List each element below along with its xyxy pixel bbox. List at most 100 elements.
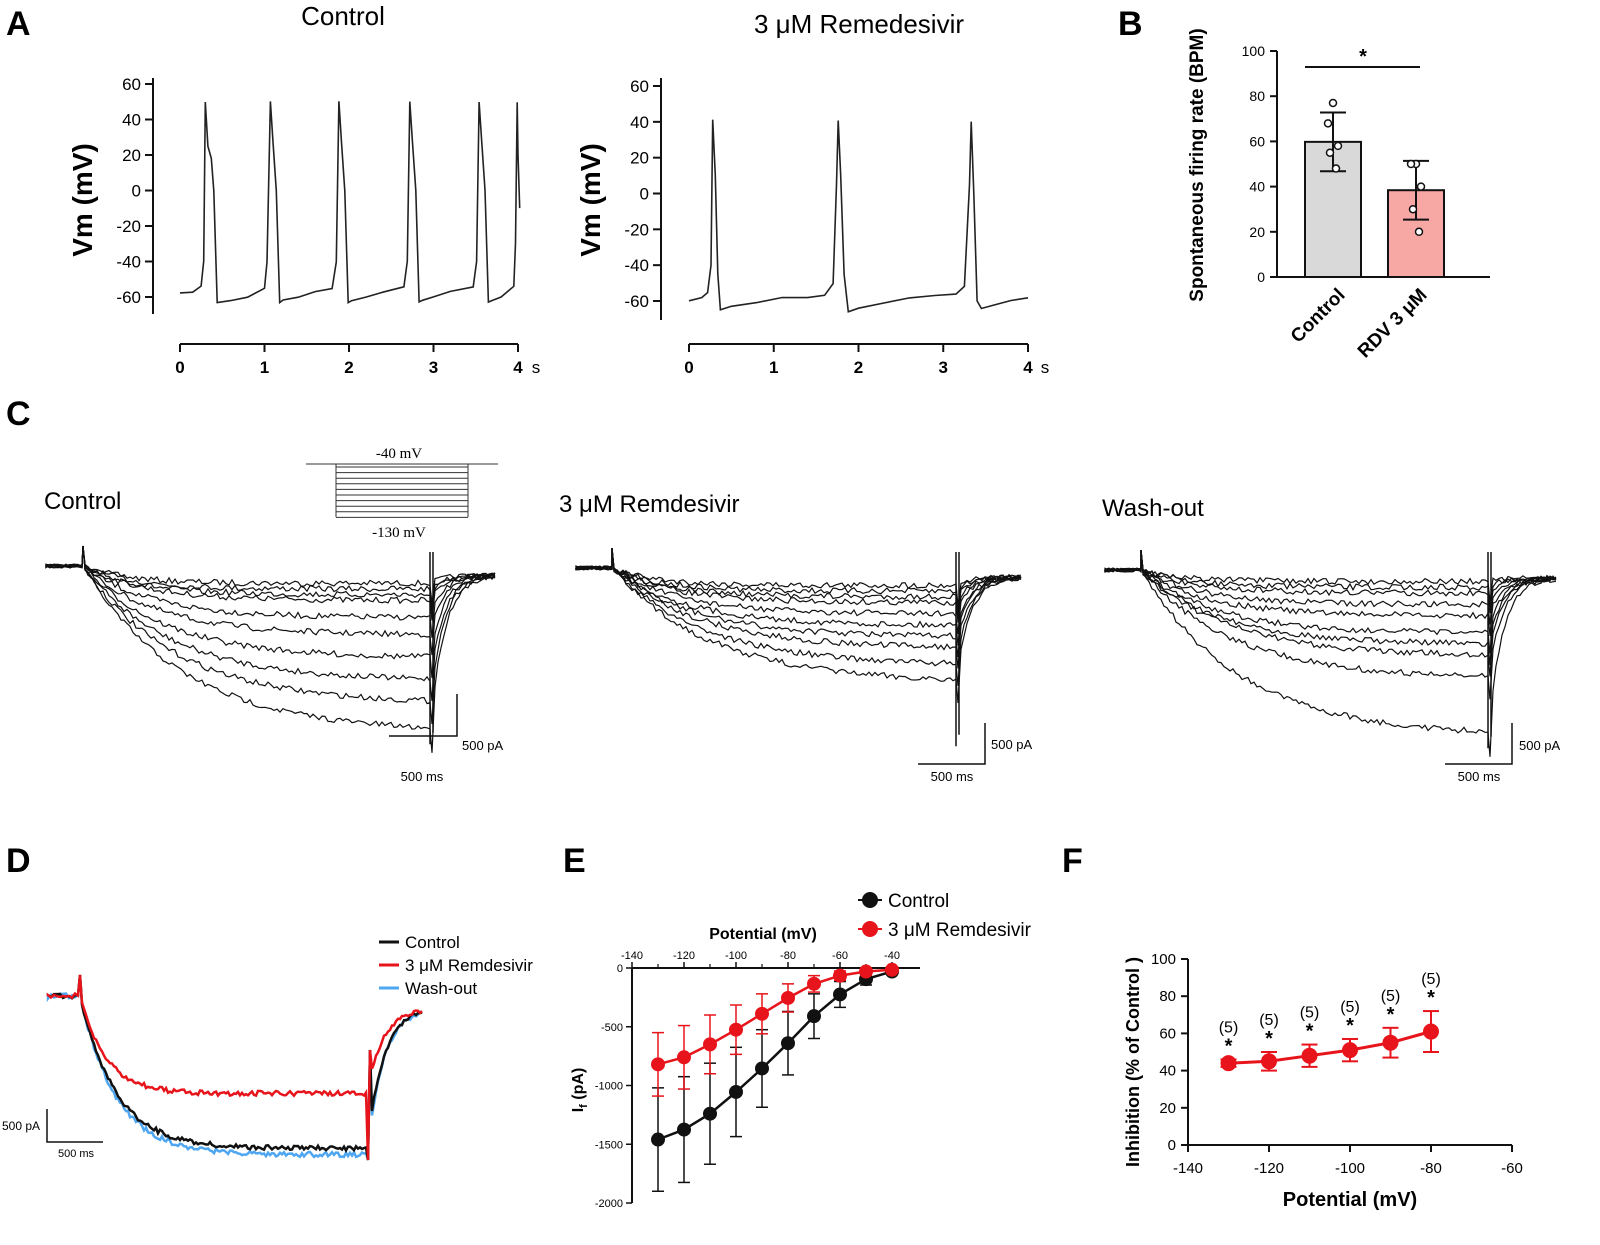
xtick-label: 1 xyxy=(769,358,778,377)
panel-e-legend-rdv: 3 μM Remdesivir xyxy=(888,920,1032,941)
xtick-label: 3 xyxy=(429,358,438,377)
xtick-label: 2 xyxy=(854,358,863,377)
ytick-label: 60 xyxy=(1159,1025,1176,1042)
data-point xyxy=(807,976,821,991)
panel-c-scale-x-rdv: 500 ms xyxy=(931,769,974,784)
significance-star: * xyxy=(1306,1021,1314,1043)
xtick-label: 0 xyxy=(684,358,693,377)
current-trace xyxy=(1104,549,1557,677)
ytick-label: 0 xyxy=(617,963,623,975)
data-point xyxy=(781,1036,795,1051)
significance-star: * xyxy=(1265,1028,1273,1050)
xtick-label: -100 xyxy=(725,950,747,962)
significance-star: * xyxy=(1225,1035,1233,1057)
panel-e-legend-control: Control xyxy=(888,891,949,912)
ytick-label: 0 xyxy=(1257,269,1265,285)
ytick-label: -60 xyxy=(624,292,649,311)
current-trace xyxy=(45,545,496,656)
panel-c-protocol-min: -130 mV xyxy=(372,525,426,541)
panel-e-legend: Control 3 μM Remdesivir xyxy=(858,891,1032,941)
panel-a-rdv-title: 3 μM Remedesivir xyxy=(754,9,964,39)
significance-star: * xyxy=(1346,1015,1354,1037)
panel-e-iv-chart: Potential (mV) If (pA) -140 -120 -100 -80 -6… xyxy=(570,891,1032,1210)
ytick-label: 40 xyxy=(1159,1063,1176,1080)
panel-c-rdv-traces xyxy=(575,547,1022,747)
data-point xyxy=(755,1006,769,1021)
panel-a-rdv-xunit: s xyxy=(1041,358,1050,377)
trace-3-m-remdesivir xyxy=(46,974,423,1161)
xtick-label: -60 xyxy=(832,950,848,962)
panel-a-rdv-ylabel: Vm (mV) xyxy=(575,143,606,257)
ytick-label: 100 xyxy=(1151,951,1176,968)
current-trace xyxy=(575,547,1022,669)
data-point xyxy=(1406,159,1416,169)
panel-d-legend-washout: Wash-out xyxy=(405,979,477,998)
current-trace xyxy=(575,547,1022,658)
panel-b-significance-star: * xyxy=(1359,46,1367,68)
ytick-label: 60 xyxy=(1249,133,1265,149)
panel-c-scale-y-rdv: 500 pA xyxy=(991,737,1033,752)
xtick-label: 4 xyxy=(513,358,523,377)
data-point xyxy=(1416,182,1426,191)
panel-c-title-rdv: 3 μM Remdesivir xyxy=(559,491,740,518)
panel-c-protocol-inset: -40 mV -130 mV xyxy=(306,446,498,541)
panel-b-category-control: Control xyxy=(1287,285,1350,348)
panel-label-d: D xyxy=(6,842,31,880)
ytick-label: 0 xyxy=(1168,1137,1176,1154)
ytick-label: 20 xyxy=(122,146,141,165)
current-trace xyxy=(575,547,1022,704)
panel-d-scalebar: 500 pA 500 ms xyxy=(2,1109,103,1160)
panel-a-rdv-chart: 3 μM Remedesivir Vm (mV) 6040200-20-40-6… xyxy=(575,9,1049,377)
ytick-label: 0 xyxy=(132,182,141,201)
panel-d-overlay-traces: Control 3 μM Remdesivir Wash-out 500 pA … xyxy=(2,933,533,1161)
data-point xyxy=(1414,227,1424,237)
ytick-label: 80 xyxy=(1249,88,1265,104)
xtick-label: -60 xyxy=(1501,1160,1523,1177)
data-point xyxy=(1342,1042,1358,1059)
xtick-label: -100 xyxy=(1335,1160,1365,1177)
ytick-label: -2000 xyxy=(595,1198,623,1210)
xtick-label: 4 xyxy=(1023,358,1033,377)
data-point xyxy=(703,1106,717,1121)
ytick-label: 20 xyxy=(1249,224,1265,240)
data-point xyxy=(755,1061,769,1076)
ytick-label: 40 xyxy=(122,111,141,130)
data-point xyxy=(729,1022,743,1037)
current-trace xyxy=(45,545,496,638)
panel-f-inhibition-chart: Inhibition (% of Control ) Potential (mV… xyxy=(1123,951,1523,1211)
data-point xyxy=(885,962,899,977)
panel-a-control-ylabel: Vm (mV) xyxy=(67,143,98,257)
data-point xyxy=(651,1057,665,1072)
xtick-label: -120 xyxy=(673,950,695,962)
data-point xyxy=(677,1122,691,1137)
trace-control xyxy=(46,974,423,1161)
panel-b-ylabel: Spontaneous firing rate (BPM) xyxy=(1187,28,1208,301)
panel-label-b: B xyxy=(1118,5,1143,43)
panel-a-control-chart: Control Vm (mV) 60 40 20 0 -20 -40 -60 0 1 2 3 4 s xyxy=(67,1,540,377)
current-trace xyxy=(1104,549,1557,625)
current-trace xyxy=(45,545,496,702)
ytick-label: 40 xyxy=(630,113,649,132)
data-point xyxy=(1261,1053,1277,1070)
panel-d-legend-control: Control xyxy=(405,933,460,952)
current-trace xyxy=(45,545,496,604)
current-trace xyxy=(575,547,1022,612)
data-point xyxy=(677,1050,691,1065)
panel-f-ylabel: Inhibition (% of Control ) xyxy=(1123,957,1143,1167)
xtick-label: -80 xyxy=(1420,1160,1442,1177)
ytick-label: 60 xyxy=(122,75,141,94)
current-trace xyxy=(1104,549,1557,654)
ytick-label: -40 xyxy=(116,253,141,272)
panel-c-title-control: Control xyxy=(44,488,121,515)
data-point xyxy=(703,1037,717,1052)
panel-c-title-washout: Wash-out xyxy=(1102,495,1204,522)
xtick-label: -140 xyxy=(621,950,643,962)
n-label: (5) xyxy=(1421,971,1441,988)
ytick-label: 20 xyxy=(630,149,649,168)
n-label: (5) xyxy=(1340,999,1360,1016)
current-trace xyxy=(575,547,1022,606)
trace-wash-out xyxy=(46,974,423,1161)
xtick-label: -80 xyxy=(780,950,796,962)
current-trace xyxy=(575,547,1022,686)
current-trace xyxy=(45,545,496,753)
